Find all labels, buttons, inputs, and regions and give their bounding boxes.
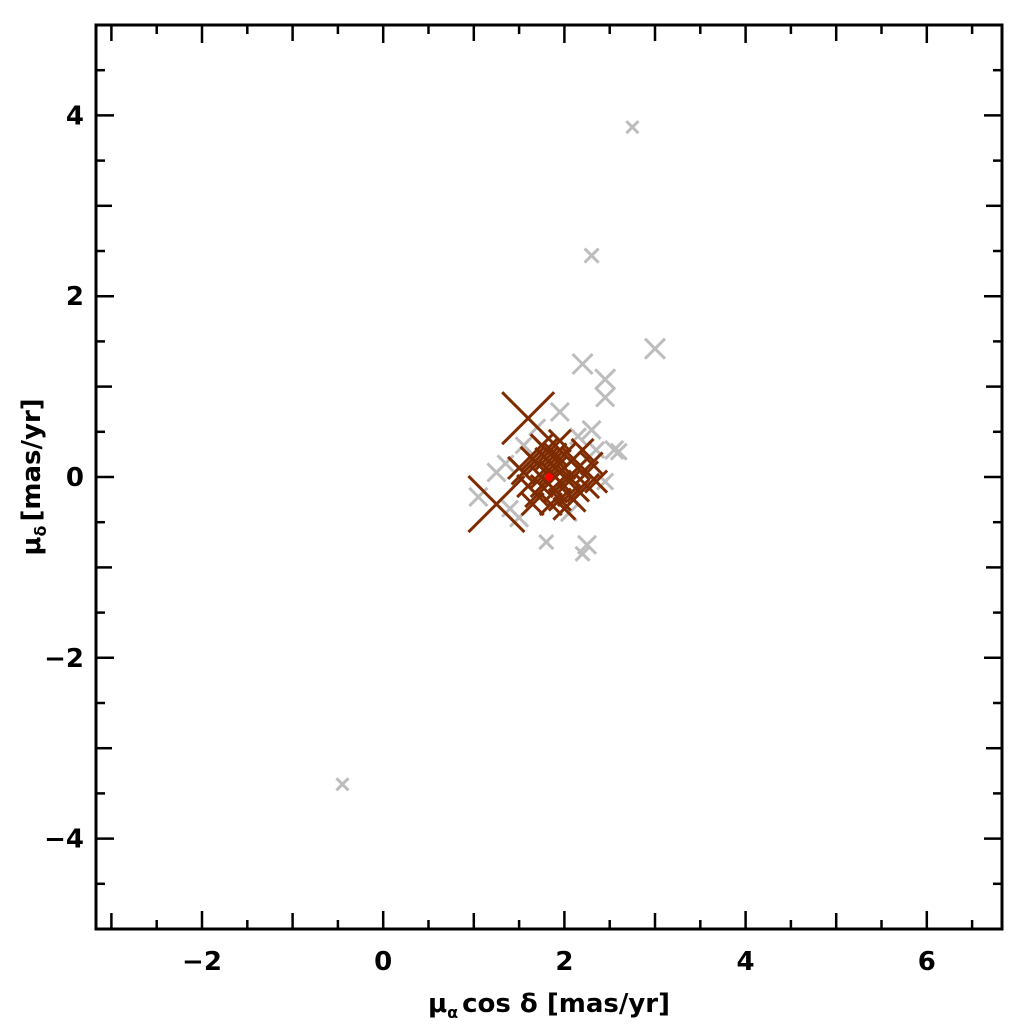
cross-stroke xyxy=(467,475,526,534)
cross-marker xyxy=(547,428,572,453)
cross-stroke xyxy=(552,496,577,521)
cross-marker xyxy=(501,391,556,446)
cross-marker xyxy=(520,492,545,517)
cross-stroke xyxy=(595,387,616,408)
cross-stroke xyxy=(583,247,600,264)
center-point xyxy=(545,473,553,481)
cross-marker xyxy=(643,337,667,360)
axis-label-part: cos δ [mas/yr] xyxy=(462,989,670,1019)
cross-marker xyxy=(587,440,606,459)
x-tick-label: −2 xyxy=(182,947,222,977)
x-tick-label: 0 xyxy=(374,947,392,977)
cross-marker xyxy=(581,419,602,441)
cross-marker xyxy=(571,352,594,376)
cross-marker xyxy=(574,460,600,485)
cross-stroke xyxy=(604,439,625,460)
cross-stroke xyxy=(549,401,570,422)
axis-label-part: [mas/yr] xyxy=(17,398,47,521)
axis-label-part: μ xyxy=(17,537,47,556)
cross-stroke xyxy=(335,777,350,792)
y-tick-label: 4 xyxy=(66,101,84,131)
cross-marker xyxy=(595,387,616,408)
plot-frame xyxy=(94,23,1004,931)
cross-marker xyxy=(625,120,640,135)
cross-marker xyxy=(552,455,577,481)
y-tick-label: 0 xyxy=(66,463,84,493)
cross-stroke xyxy=(529,433,554,458)
cross-stroke xyxy=(507,455,532,481)
y-tick-label: 2 xyxy=(66,282,84,312)
y-tick-label: −2 xyxy=(44,644,84,674)
axis-label-part: α xyxy=(447,1003,458,1022)
cross-stroke xyxy=(520,492,545,517)
cross-stroke xyxy=(547,469,572,494)
cross-marker xyxy=(534,446,559,471)
x-tick-label: 6 xyxy=(918,947,936,977)
cross-marker xyxy=(467,475,526,534)
cross-stroke xyxy=(643,337,667,360)
cross-stroke xyxy=(552,455,577,481)
cross-stroke xyxy=(625,120,640,135)
cross-marker xyxy=(594,368,617,391)
cross-marker xyxy=(549,401,570,422)
cross-marker xyxy=(574,545,591,562)
cross-stroke xyxy=(538,534,555,551)
axis-label-part: μ xyxy=(428,989,447,1019)
cross-stroke xyxy=(574,545,591,562)
cross-marker xyxy=(335,777,350,792)
cross-stroke xyxy=(556,483,581,508)
axis-label: μα cos δ [mas/yr] xyxy=(428,989,670,1022)
cross-stroke xyxy=(571,352,594,376)
cross-stroke xyxy=(609,442,628,461)
cross-stroke xyxy=(551,441,578,468)
cross-stroke xyxy=(574,460,600,485)
cross-marker xyxy=(583,247,600,264)
cross-stroke xyxy=(547,428,572,453)
cross-marker xyxy=(538,534,555,551)
cross-stroke xyxy=(514,436,533,455)
cross-stroke xyxy=(587,440,606,459)
cross-marker xyxy=(500,499,520,518)
cross-marker xyxy=(529,433,554,458)
axis-label-part: δ xyxy=(31,526,50,537)
cross-marker xyxy=(547,469,572,494)
cross-marker xyxy=(556,483,581,508)
cross-marker xyxy=(514,436,533,455)
cross-marker xyxy=(609,442,628,461)
cross-stroke xyxy=(594,368,617,391)
cross-stroke xyxy=(534,446,559,471)
x-tick-label: 4 xyxy=(737,947,755,977)
axis-label: μδ [mas/yr] xyxy=(17,398,50,555)
cross-stroke xyxy=(581,419,602,441)
cross-marker xyxy=(496,454,515,473)
cross-stroke xyxy=(501,391,556,446)
cross-marker xyxy=(507,455,532,481)
x-tick-label: 2 xyxy=(555,947,573,977)
y-tick-label: −4 xyxy=(44,825,84,855)
cross-marker xyxy=(596,472,615,491)
cross-marker xyxy=(604,439,625,460)
